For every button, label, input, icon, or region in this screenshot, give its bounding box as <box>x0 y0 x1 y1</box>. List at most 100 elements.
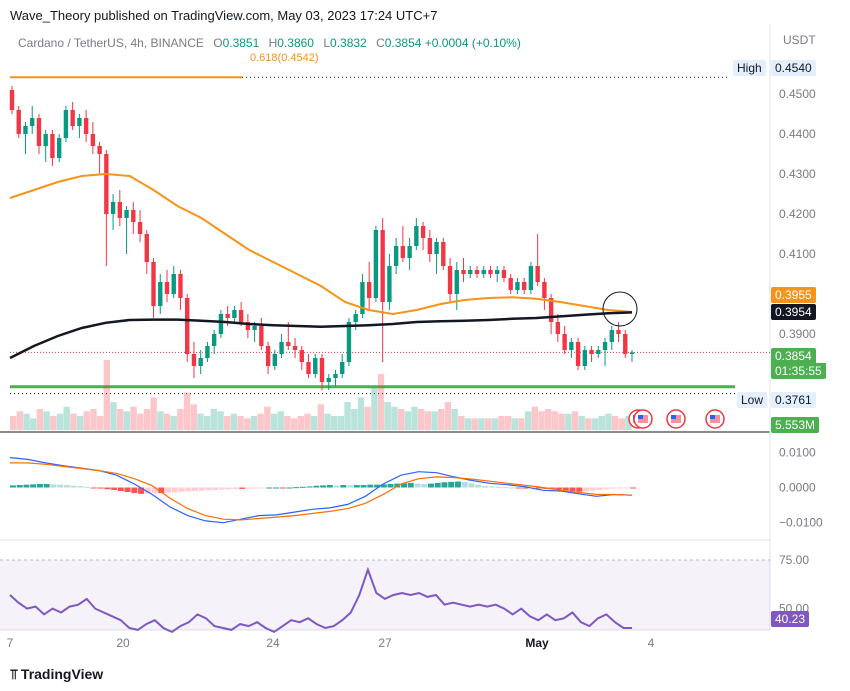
macd-histogram-bar <box>475 484 482 488</box>
macd-histogram-bar <box>441 482 448 488</box>
candle-body <box>488 270 493 274</box>
candle-body <box>366 282 372 298</box>
volume-bar <box>237 416 244 430</box>
macd-histogram-bar <box>569 487 576 492</box>
open-label: O <box>213 36 223 50</box>
close-label: C <box>376 36 385 50</box>
rsi-line <box>9 566 632 634</box>
volume-bar <box>150 397 157 430</box>
candle-body <box>589 350 594 354</box>
volume-bar <box>110 402 117 430</box>
countdown-tag: 01:35:55 <box>771 363 826 379</box>
volume-bar <box>197 413 204 430</box>
macd-histogram-bar <box>340 485 347 488</box>
macd-histogram-bar <box>401 483 407 488</box>
macd-histogram-bar <box>468 483 475 488</box>
macd-histogram-bar <box>259 487 266 489</box>
macd-histogram-bar <box>212 487 219 490</box>
macd-histogram-bar <box>36 483 43 488</box>
volume-bar <box>257 413 264 430</box>
volume-bar <box>56 413 64 430</box>
volume-bar <box>464 418 472 430</box>
volume-bar <box>558 413 565 430</box>
candle-body <box>97 146 102 154</box>
candle-body <box>9 90 15 110</box>
tradingview-logo-icon: ⫪ <box>10 666 18 682</box>
rsi-axis-tick: 75.00 <box>779 553 809 567</box>
volume-bar <box>431 411 438 430</box>
publisher-header: Wave_Theory published on TradingView.com… <box>10 8 438 23</box>
volume-bar <box>357 397 365 430</box>
candle-body <box>387 266 392 302</box>
volume-bar <box>424 411 432 430</box>
volume-bar <box>324 413 331 430</box>
macd-histogram-bar <box>333 485 340 488</box>
macd-histogram-bar <box>616 487 623 489</box>
low-tag-label: Low <box>737 392 768 408</box>
candle-body <box>151 262 156 306</box>
candle-body <box>286 342 291 346</box>
volume-bar <box>331 416 338 430</box>
candle-body <box>164 282 170 294</box>
macd-histogram-bar <box>448 481 455 488</box>
volume-bar <box>210 409 218 430</box>
candle-body <box>16 110 21 134</box>
candle-body <box>468 270 473 274</box>
macd-histogram-bar <box>556 487 563 490</box>
candle-body <box>474 270 480 274</box>
volume-bar <box>224 416 231 430</box>
candle-body <box>77 118 82 126</box>
volume-bar <box>585 418 592 430</box>
volume-bar <box>438 409 445 430</box>
macd-histogram-bar <box>178 487 185 492</box>
volume-bar <box>498 416 505 430</box>
candle-body <box>218 314 224 334</box>
price-axis-tick: 0.4500 <box>779 87 816 101</box>
macd-histogram-bar <box>630 487 637 489</box>
candle-body <box>629 352 635 354</box>
candle-body <box>211 334 217 346</box>
volume-bar <box>43 411 50 430</box>
volume-bar <box>458 416 465 430</box>
candle-body <box>272 354 278 366</box>
volume-tag: 5.553M <box>771 417 820 433</box>
candle-body <box>407 246 412 258</box>
macd-histogram-bar <box>562 487 569 491</box>
candle-body <box>191 354 197 366</box>
volume-bar <box>391 406 398 430</box>
candle-body <box>535 266 540 282</box>
candle-body <box>117 202 123 218</box>
macd-histogram-bar <box>50 484 57 488</box>
candle-body <box>137 222 143 234</box>
candle-body <box>50 134 55 158</box>
macd-signal-line <box>10 462 633 521</box>
volume-bar <box>170 416 177 430</box>
volume-bar <box>250 416 258 430</box>
volume-bar <box>96 416 104 430</box>
symbol-name[interactable]: Cardano / TetherUS, 4h, BINANCE <box>18 36 204 50</box>
price-axis-tick: 0.4300 <box>779 167 816 181</box>
candle-body <box>225 314 230 318</box>
volume-bar <box>377 374 385 430</box>
time-axis-tick: May <box>525 636 549 650</box>
macd-histogram-bar <box>299 486 306 488</box>
macd-histogram-bar <box>144 487 151 494</box>
candle-body <box>542 282 547 298</box>
candle-body <box>447 266 453 294</box>
high-label: H <box>268 36 278 50</box>
macd-histogram-bar <box>43 483 50 488</box>
macd-histogram-bar <box>421 483 428 488</box>
volume-bar <box>183 392 191 430</box>
candle-body <box>245 322 251 330</box>
candle-body <box>501 270 507 278</box>
macd-histogram-bar <box>407 482 414 488</box>
candle-body <box>562 334 567 350</box>
footer-brand[interactable]: ⫪ TradingView <box>10 666 103 683</box>
macd-histogram-bar <box>171 487 178 493</box>
volume-bar <box>538 411 545 430</box>
currency-label[interactable]: USDT <box>783 33 816 47</box>
candle-body <box>36 118 42 146</box>
us-flag-event-icon <box>671 415 676 419</box>
volume-bar <box>565 413 572 430</box>
time-axis-tick: 7 <box>7 636 14 650</box>
